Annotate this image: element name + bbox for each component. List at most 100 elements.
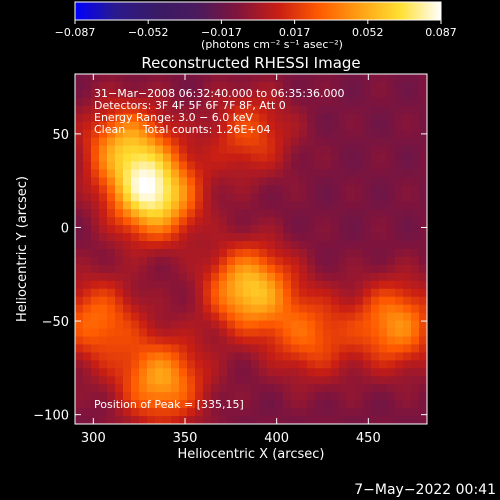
heatmap-cell <box>147 256 156 266</box>
heatmap-cell <box>379 328 388 338</box>
heatmap-cell <box>155 113 164 123</box>
heatmap-cell <box>339 296 348 306</box>
heatmap-cell <box>203 81 212 91</box>
heatmap-cell <box>307 376 316 385</box>
heatmap-cell <box>323 296 332 306</box>
heatmap-cell <box>235 233 244 242</box>
heatmap-cell <box>331 169 340 178</box>
heatmap-cell <box>179 328 188 338</box>
heatmap-cell <box>99 272 108 282</box>
heatmap-cell <box>147 249 156 258</box>
heatmap-cell <box>355 376 364 385</box>
heatmap-cell <box>243 225 252 234</box>
heatmap-cell <box>259 408 268 417</box>
heatmap-cell <box>243 169 252 178</box>
heatmap-cell <box>315 360 324 369</box>
heatmap-cell <box>323 352 332 361</box>
heatmap-cell <box>291 344 300 353</box>
heatmap-cell <box>91 201 100 210</box>
heatmap-cell <box>299 193 308 202</box>
heatmap-cell <box>147 137 156 147</box>
heatmap-cell <box>275 201 284 210</box>
heatmap-cell <box>371 209 380 218</box>
heatmap-cell <box>83 225 92 234</box>
heatmap-cell <box>307 145 316 155</box>
heatmap-cell <box>419 105 427 115</box>
heatmap-cell <box>331 400 340 409</box>
heatmap-cell <box>331 368 340 377</box>
heatmap-cell <box>419 233 427 242</box>
heatmap-cell <box>219 169 228 178</box>
heatmap-cell <box>219 376 228 385</box>
heatmap-cell <box>155 153 164 163</box>
heatmap-cell <box>203 368 212 377</box>
heatmap-cell <box>83 376 92 385</box>
heatmap-cell <box>387 74 396 83</box>
heatmap-cell <box>307 296 316 306</box>
heatmap-cell <box>83 89 92 99</box>
heatmap-cell <box>323 336 332 346</box>
heatmap-cell <box>203 320 212 330</box>
heatmap-cell <box>339 153 348 163</box>
heatmap-cell <box>179 344 188 353</box>
heatmap-cell <box>243 121 252 131</box>
heatmap-cell <box>219 153 228 163</box>
heatmap-cell <box>155 145 164 155</box>
heatmap-cell <box>307 352 316 361</box>
heatmap-cell <box>227 336 236 346</box>
heatmap-cell <box>283 392 292 401</box>
heatmap-cell <box>395 384 404 393</box>
heatmap-cell <box>235 209 244 218</box>
heatmap-cell <box>379 408 388 417</box>
heatmap-cell <box>235 288 244 298</box>
heatmap-cell <box>267 97 276 107</box>
heatmap-cell <box>355 129 364 139</box>
heatmap-cell <box>275 225 284 234</box>
heatmap-cell <box>275 145 284 155</box>
heatmap-cell <box>379 233 388 242</box>
heatmap-cell <box>411 233 420 242</box>
heatmap-cell <box>99 145 108 155</box>
heatmap-cell <box>235 384 244 393</box>
heatmap-cell <box>275 81 284 91</box>
heatmap-cell <box>299 384 308 393</box>
heatmap-cell <box>363 74 372 83</box>
heatmap-cell <box>363 416 372 424</box>
heatmap-cell <box>363 177 372 186</box>
heatmap-cell <box>259 209 268 218</box>
y-tick-label: −50 <box>42 315 69 330</box>
heatmap-cell <box>363 137 372 147</box>
heatmap-cell <box>171 89 180 99</box>
heatmap-cell <box>347 304 356 314</box>
heatmap-cell <box>107 233 116 242</box>
heatmap-cell <box>139 296 148 306</box>
heatmap-cell <box>275 272 284 282</box>
heatmap-cell <box>131 304 140 314</box>
heatmap-cell <box>99 121 108 131</box>
heatmap-cell <box>139 89 148 99</box>
heatmap-cell <box>347 193 356 202</box>
heatmap-cell <box>387 225 396 234</box>
heatmap-cell <box>115 280 124 290</box>
heatmap-cell <box>411 376 420 385</box>
heatmap-cell <box>99 328 108 338</box>
heatmap-cell <box>403 177 412 186</box>
heatmap-cell <box>243 328 252 338</box>
heatmap-cell <box>355 416 364 424</box>
heatmap-cell <box>227 185 236 194</box>
heatmap-cell <box>403 241 412 250</box>
heatmap-cell <box>171 344 180 353</box>
heatmap-cell <box>251 169 260 178</box>
heatmap-cell <box>235 193 244 202</box>
heatmap-cell <box>315 336 324 346</box>
heatmap-cell <box>235 400 244 409</box>
heatmap-cell <box>347 272 356 282</box>
heatmap-cell <box>179 169 188 178</box>
heatmap-cell <box>323 360 332 369</box>
heatmap-cell <box>187 264 196 274</box>
heatmap-cell <box>83 161 92 171</box>
heatmap-cell <box>315 304 324 314</box>
heatmap-cell <box>147 81 156 91</box>
heatmap-cell <box>363 113 372 123</box>
heatmap-cell <box>227 201 236 210</box>
